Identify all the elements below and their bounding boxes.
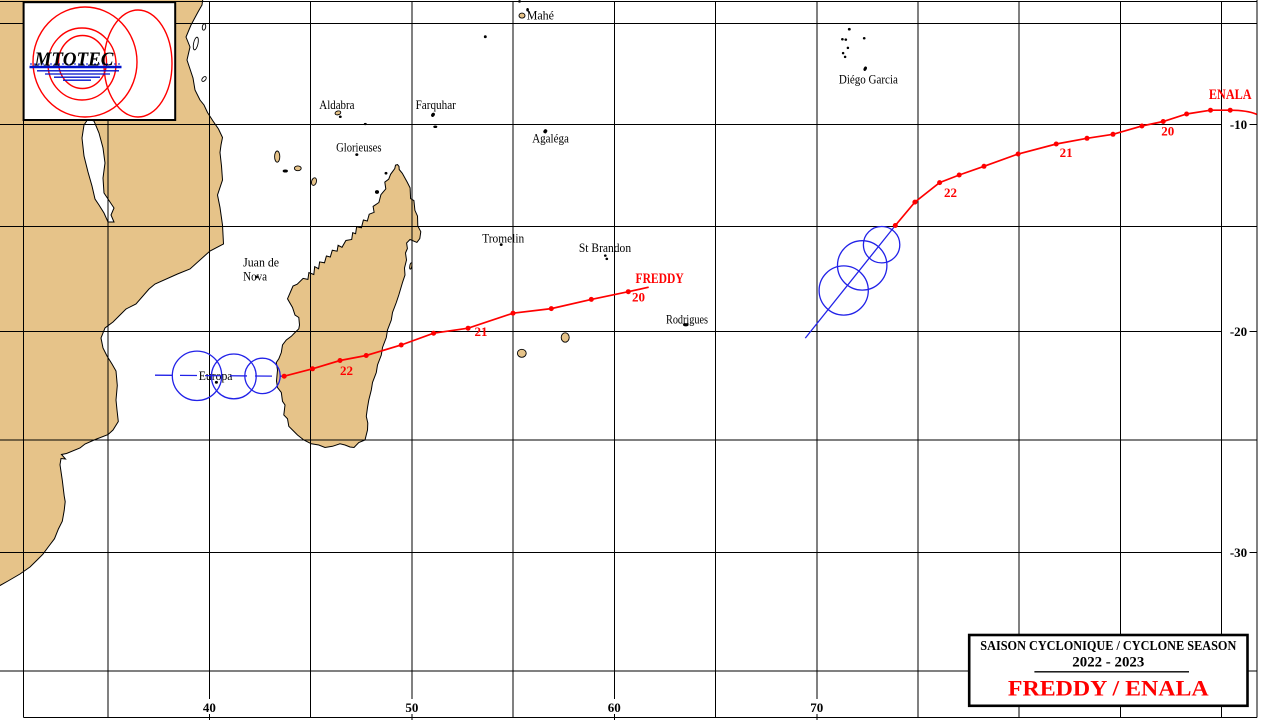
svg-text:FREDDY: FREDDY (636, 271, 684, 287)
svg-text:70: 70 (810, 700, 823, 715)
svg-text:20: 20 (1161, 124, 1174, 139)
svg-text:40: 40 (203, 700, 216, 715)
svg-text:20: 20 (632, 290, 645, 305)
svg-text:2022 - 2023: 2022 - 2023 (1072, 655, 1144, 671)
svg-text:60: 60 (608, 700, 621, 715)
svg-text:-10: -10 (1230, 117, 1247, 132)
svg-text:50: 50 (405, 700, 418, 715)
svg-text:21: 21 (475, 324, 488, 339)
svg-text:-30: -30 (1230, 545, 1247, 560)
svg-text:-20: -20 (1230, 324, 1247, 339)
svg-text:Farquhar: Farquhar (416, 98, 457, 112)
svg-text:22: 22 (340, 363, 353, 378)
svg-text:MTOTEC: MTOTEC (34, 49, 115, 71)
svg-text:Tromelin: Tromelin (482, 232, 525, 246)
svg-text:Juan de: Juan de (243, 256, 279, 270)
svg-text:Mahé: Mahé (527, 9, 555, 23)
svg-text:21: 21 (1060, 145, 1073, 160)
svg-text:Rodrigues: Rodrigues (666, 313, 708, 327)
svg-text:22: 22 (944, 185, 957, 200)
svg-text:Glorieuses: Glorieuses (336, 141, 382, 155)
svg-text:FREDDY / ENALA: FREDDY / ENALA (1008, 676, 1209, 701)
svg-text:St Brandon: St Brandon (579, 241, 632, 255)
svg-text:Agaléga: Agaléga (532, 132, 569, 146)
svg-text:ENALA: ENALA (1209, 87, 1252, 103)
svg-text:SAISON CYCLONIQUE / CYCLONE SE: SAISON CYCLONIQUE / CYCLONE SEASON (980, 638, 1236, 653)
svg-text:Diégo Garcia: Diégo Garcia (839, 72, 898, 86)
svg-text:Nova: Nova (243, 269, 267, 283)
svg-text:Aldabra: Aldabra (319, 98, 355, 112)
